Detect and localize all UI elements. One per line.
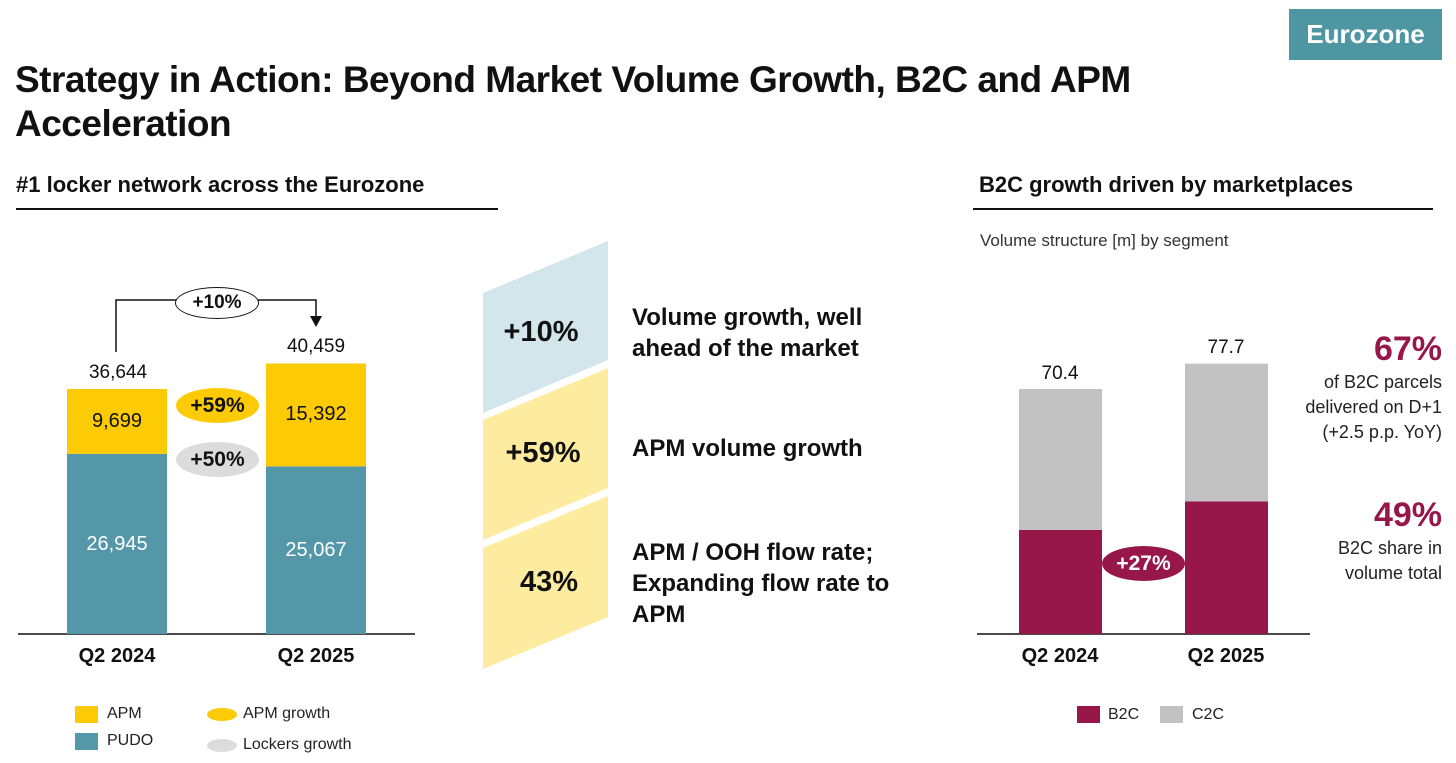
- x-tick-label: Q2 2024: [1021, 645, 1099, 667]
- kpi-d1-text: of B2C parcels delivered on D+1 (+2.5 p.…: [1305, 370, 1442, 445]
- total-label: 70.4: [1041, 363, 1079, 384]
- bar-c2c-q2-2025: [1185, 363, 1268, 502]
- apm-value-label: 9,699: [91, 410, 143, 432]
- kpi-shape-volume: [483, 241, 608, 413]
- growth-connector: [115, 299, 317, 352]
- apm-growth-pill: +59%: [176, 388, 259, 423]
- legend-label-lockers-growth: Lockers growth: [243, 736, 352, 753]
- bar-apm-q2-2025: [266, 363, 366, 467]
- legend-swatch-c2c: [1160, 706, 1183, 723]
- legend-swatch-pudo: [75, 733, 98, 750]
- kpi-line: B2C share in: [1337, 538, 1442, 558]
- legend-swatch-b2c: [1077, 706, 1100, 723]
- kpi-text: APM volume growth: [632, 435, 863, 462]
- right-heading-rule: [973, 208, 1433, 210]
- total-label: 40,459: [286, 336, 346, 357]
- legend-label-c2c: C2C: [1192, 706, 1225, 723]
- kpi-value: +10%: [503, 316, 579, 348]
- kpi-d1-value: 67%: [1373, 330, 1442, 368]
- kpi-text: APM / OOH flow rate; Expanding flow rate…: [632, 539, 890, 628]
- kpi-text: Volume growth, well ahead of the market: [632, 304, 863, 362]
- kpi-shape-flow: [483, 496, 608, 669]
- kpi-value: +59%: [505, 437, 581, 469]
- legend-label-apm: APM: [107, 705, 142, 722]
- pudo-value-label: 26,945: [86, 533, 148, 555]
- total-label: 36,644: [88, 362, 148, 383]
- legend-ellipse-lockers-growth: [207, 739, 237, 752]
- right-section-heading: B2C growth driven by marketplaces: [979, 172, 1354, 197]
- kpi-line: volume total: [1344, 563, 1442, 583]
- bar-apm-q2-2024: [67, 389, 167, 454]
- arrow-head-icon: [310, 316, 322, 327]
- kpi-line: of B2C parcels: [1323, 372, 1442, 392]
- lockers-growth-pill: +50%: [176, 442, 259, 477]
- legend-ellipse-apm-growth: [207, 708, 237, 721]
- x-tick-label: Q2 2025: [277, 645, 355, 667]
- legend-swatch-apm: [75, 706, 98, 723]
- kpi-line: delivered on D+1: [1305, 397, 1442, 417]
- kpi-value: 43%: [519, 566, 579, 598]
- bar-pudo-q2-2024: [67, 453, 167, 634]
- legend-label-pudo: PUDO: [107, 732, 154, 749]
- pudo-value-label: 25,067: [285, 539, 347, 561]
- left-heading-rule: [16, 208, 498, 210]
- total-growth-pill: +10%: [175, 287, 259, 319]
- b2c-growth-pill: +27%: [1102, 546, 1185, 581]
- kpi-share-text: B2C share in volume total: [1338, 536, 1442, 586]
- kpi-line: (+2.5 p.p. YoY): [1322, 422, 1442, 442]
- total-label: 77.7: [1207, 337, 1245, 358]
- kpi-share-value: 49%: [1373, 496, 1442, 534]
- bar-pudo-q2-2025: [266, 466, 366, 634]
- kpi-shape-apm: [483, 368, 608, 540]
- legend-label-b2c: B2C: [1108, 706, 1140, 723]
- x-tick-label: Q2 2025: [1187, 645, 1265, 667]
- left-section-heading: #1 locker network across the Eurozone: [16, 172, 425, 197]
- legend-label-apm-growth: APM growth: [243, 705, 331, 722]
- region-badge: Eurozone: [1289, 9, 1442, 60]
- page-title: Strategy in Action: Beyond Market Volume…: [15, 59, 1131, 144]
- chart-subtitle: Volume structure [m] by segment: [980, 231, 1229, 250]
- apm-value-label: 15,392: [285, 403, 347, 425]
- bar-c2c-q2-2024: [1019, 389, 1102, 530]
- bar-b2c-q2-2024: [1019, 529, 1102, 634]
- bar-b2c-q2-2025: [1185, 501, 1268, 634]
- x-tick-label: Q2 2024: [78, 645, 156, 667]
